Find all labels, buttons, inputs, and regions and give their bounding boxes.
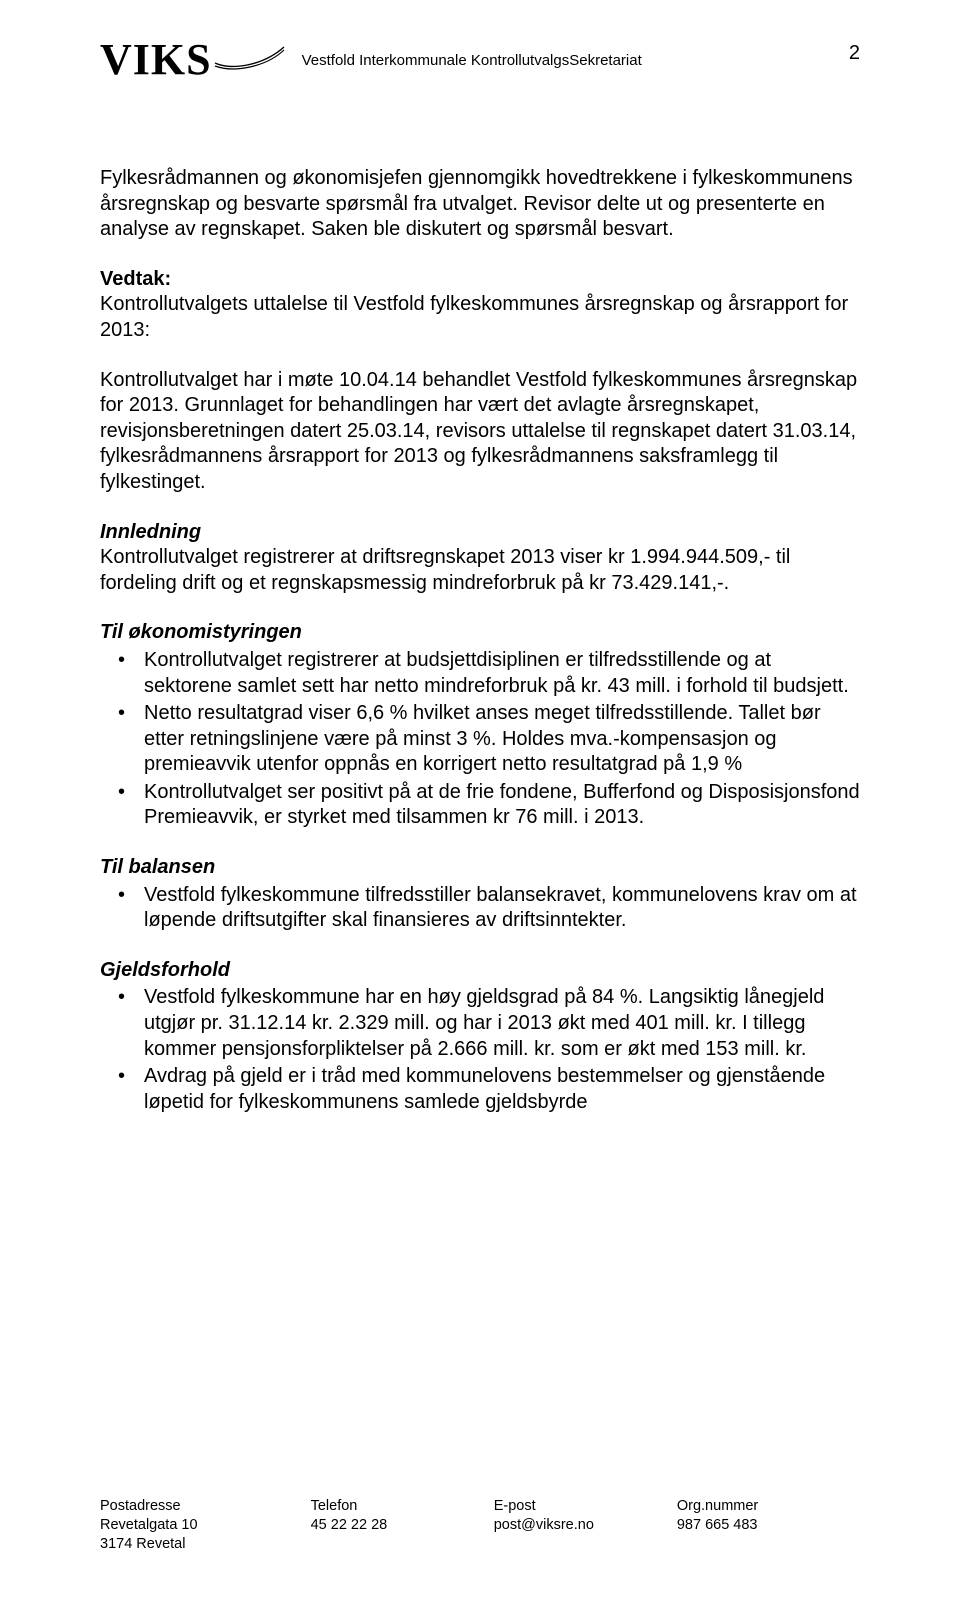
footer-line: post@viksre.no [494,1517,594,1533]
list-item: Vestfold fylkeskommune tilfredsstiller b… [100,883,860,934]
footer-telefon: Telefon 45 22 22 28 [311,1497,494,1554]
logo-text: VIKS [100,38,212,82]
footer-line: 3174 Revetal [100,1536,185,1552]
okonomi-heading: Til økonomistyringen [100,620,860,646]
list-item: Avdrag på gjeld er i tråd med kommunelov… [100,1064,860,1115]
innledning-paragraph: Innledning Kontrollutvalget registrerer … [100,520,860,597]
footer-label: E-post [494,1498,536,1514]
document-page: VIKS Vestfold Interkommunale Kontrollutv… [0,0,960,1600]
vedtak-body: Kontrollutvalgets uttalelse til Vestfold… [100,293,848,341]
vedtak-paragraph: Vedtak: Kontrollutvalgets uttalelse til … [100,267,860,344]
footer-epost: E-post post@viksre.no [494,1497,677,1554]
vedtak-label: Vedtak: [100,268,171,290]
balansen-list: Vestfold fylkeskommune tilfredsstiller b… [100,883,860,934]
list-item: Vestfold fylkeskommune har en høy gjelds… [100,985,860,1062]
footer-postadresse: Postadresse Revetalgata 10 3174 Revetal [100,1497,311,1554]
gjeld-heading: Gjeldsforhold [100,958,860,984]
gjeld-list: Vestfold fylkeskommune har en høy gjelds… [100,985,860,1115]
footer-label: Telefon [311,1498,358,1514]
logo: VIKS [100,38,286,82]
okonomi-list: Kontrollutvalget registrerer at budsjett… [100,648,860,831]
footer-line: Revetalgata 10 [100,1517,198,1533]
list-item: Kontrollutvalget ser positivt på at de f… [100,780,860,831]
footer-orgnr: Org.nummer 987 665 483 [677,1497,860,1554]
footer: Postadresse Revetalgata 10 3174 Revetal … [100,1497,860,1554]
intro-paragraph: Fylkesrådmannen og økonomisjefen gjennom… [100,166,860,243]
footer-label: Org.nummer [677,1498,758,1514]
footer-line: 987 665 483 [677,1517,758,1533]
swoosh-icon [214,43,286,78]
document-body: Fylkesrådmannen og økonomisjefen gjennom… [100,166,860,1115]
innledning-label: Innledning [100,521,201,543]
page-number: 2 [849,42,860,65]
innledning-body: Kontrollutvalget registrerer at driftsre… [100,546,790,594]
balansen-heading: Til balansen [100,855,860,881]
footer-line: 45 22 22 28 [311,1517,388,1533]
list-item: Netto resultatgrad viser 6,6 % hvilket a… [100,701,860,778]
footer-label: Postadresse [100,1498,181,1514]
letterhead: VIKS Vestfold Interkommunale Kontrollutv… [100,38,860,82]
background-paragraph: Kontrollutvalget har i møte 10.04.14 beh… [100,368,860,496]
list-item: Kontrollutvalget registrerer at budsjett… [100,648,860,699]
organization-name: Vestfold Interkommunale KontrollutvalgsS… [302,52,642,69]
